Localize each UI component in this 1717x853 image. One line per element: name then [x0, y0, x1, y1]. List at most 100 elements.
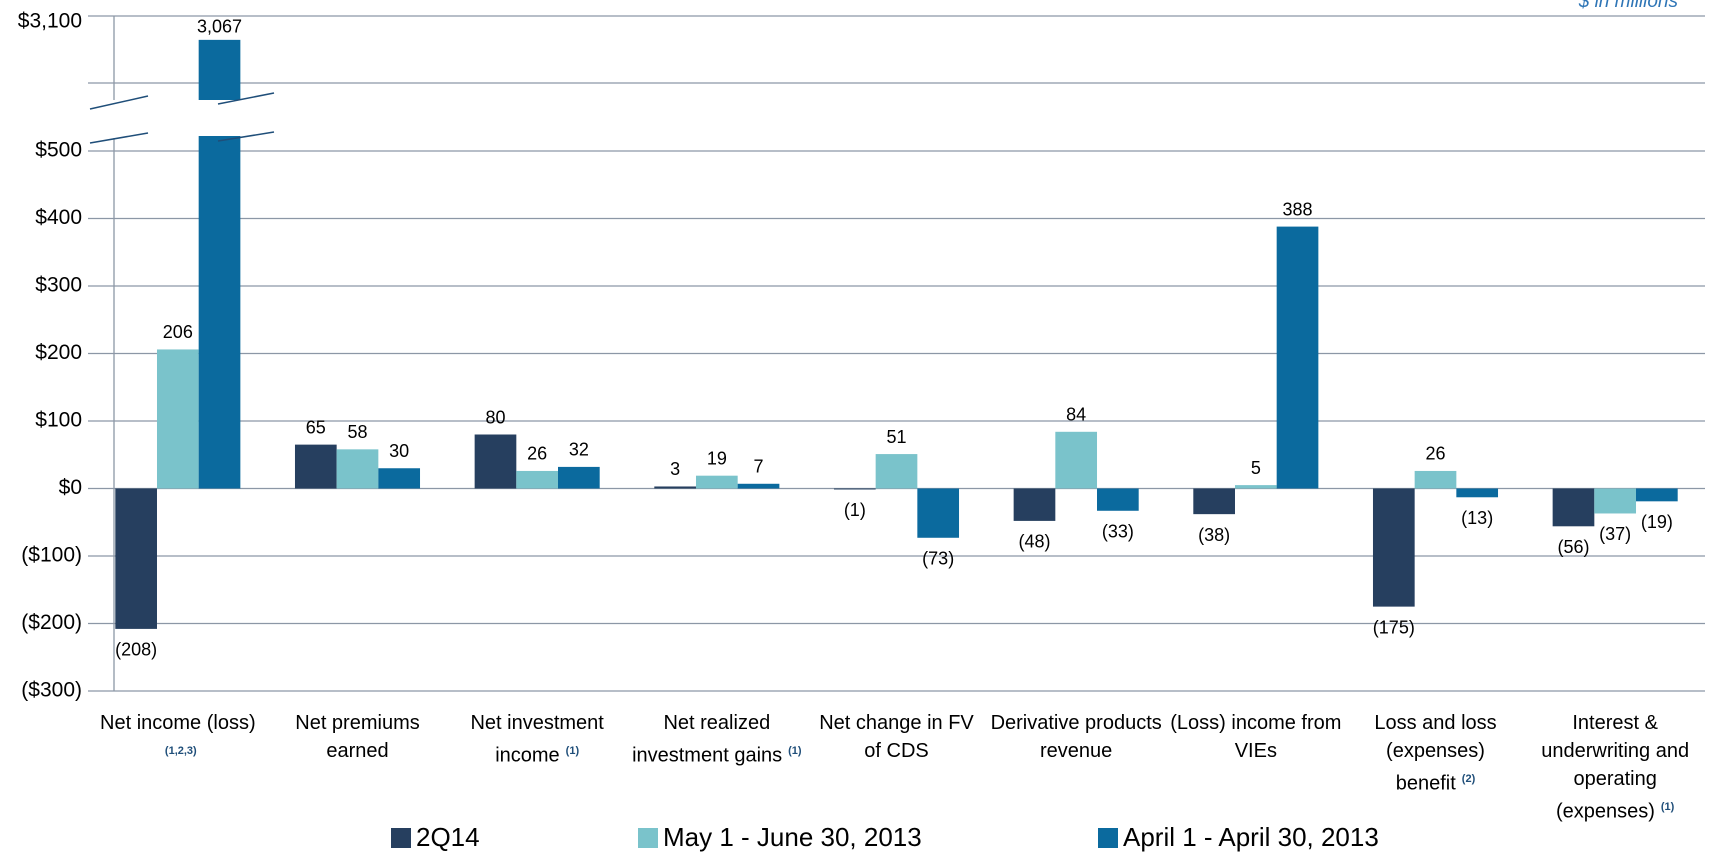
y-tick-label: $3,100 — [18, 10, 82, 33]
axis-break-mark — [217, 92, 275, 105]
bar — [737, 483, 780, 489]
bar — [1372, 488, 1415, 607]
bar — [1456, 488, 1499, 498]
footnote: (2) — [1461, 773, 1476, 785]
category-text: Net realized investment gains — [632, 712, 783, 767]
value-label: (33) — [1102, 522, 1134, 542]
category-text: Net premiums earned — [295, 712, 420, 762]
bar — [917, 488, 960, 538]
legend-swatch — [1098, 827, 1118, 848]
x-tick-label: Net change in FV of CDS — [809, 709, 985, 765]
bar — [378, 468, 421, 489]
value-label: 30 — [389, 441, 409, 461]
axis-break-mark — [217, 131, 275, 142]
legend-item: April 1 - April 30, 2013 — [1098, 822, 1379, 853]
x-tick-label: Interest & underwriting and operating (e… — [1527, 709, 1703, 826]
x-tick-label: Net income (loss) (1,2,3) — [90, 709, 266, 770]
category-text: (Loss) income from VIEs — [1170, 712, 1342, 762]
bar — [1234, 485, 1277, 489]
x-tick-label: Net premiums earned — [270, 709, 446, 765]
bar — [558, 466, 600, 489]
category-text: Net investment income — [470, 712, 604, 767]
y-tick-label: $300 — [35, 274, 82, 297]
value-label: (13) — [1461, 508, 1493, 528]
y-tick-label: $100 — [35, 409, 82, 432]
x-tick-label: Net realized investment gains (1) — [629, 709, 805, 770]
category-text: Loss and loss (expenses) benefit — [1374, 712, 1497, 795]
axis-break-mark — [89, 95, 149, 110]
bar — [156, 349, 199, 489]
y-tick-label: ($200) — [21, 611, 82, 634]
bar — [1552, 488, 1595, 527]
x-tick-label: (Loss) income from VIEs — [1168, 709, 1344, 765]
legend-label: 2Q14 — [416, 822, 480, 852]
bar — [833, 488, 876, 490]
bar — [1276, 226, 1319, 489]
value-label: (208) — [115, 640, 157, 660]
bar — [516, 470, 559, 489]
value-label: 206 — [163, 322, 193, 342]
y-tick-label: ($100) — [21, 544, 82, 567]
bar — [1414, 470, 1457, 489]
value-label: 388 — [1282, 199, 1312, 219]
y-tick-label: $0 — [59, 476, 82, 499]
category-text: Net change in FV of CDS — [819, 712, 974, 762]
legend-label: May 1 - June 30, 2013 — [663, 822, 922, 852]
axis-break — [80, 100, 280, 136]
bar — [198, 39, 241, 105]
bar — [1097, 488, 1139, 511]
axis-note: $ in millions — [1578, 0, 1679, 12]
legend-label: April 1 - April 30, 2013 — [1123, 822, 1379, 852]
value-label: 80 — [485, 407, 505, 427]
legend-item: May 1 - June 30, 2013 — [638, 822, 922, 853]
bar — [1013, 488, 1056, 521]
bar — [654, 486, 696, 489]
value-label: 32 — [569, 440, 589, 460]
value-label: 3 — [670, 459, 680, 479]
footnote: (1,2,3) — [164, 745, 197, 757]
x-tick-label: Loss and loss (expenses) benefit (2) — [1348, 709, 1524, 798]
bar — [1594, 488, 1637, 514]
bar — [115, 488, 157, 629]
value-label: 19 — [707, 448, 727, 468]
value-label: 26 — [527, 444, 547, 464]
legend-swatch — [391, 827, 411, 848]
bar — [875, 454, 918, 489]
value-label: 58 — [347, 422, 367, 442]
category-text: Interest & underwriting and operating (e… — [1541, 712, 1690, 823]
bar — [294, 444, 337, 489]
bar — [198, 130, 241, 489]
value-label: 7 — [754, 457, 764, 477]
value-label: (56) — [1557, 537, 1589, 557]
category-text: Net income (loss) — [100, 712, 256, 734]
value-label: 5 — [1251, 458, 1261, 478]
footnote: (1) — [788, 745, 802, 757]
value-label: 26 — [1425, 444, 1445, 464]
bar — [336, 449, 379, 489]
footnote: (1) — [565, 745, 580, 757]
value-label: (19) — [1641, 512, 1673, 532]
value-label: (37) — [1599, 524, 1631, 544]
value-label: 84 — [1066, 405, 1086, 425]
value-label: 65 — [306, 417, 326, 437]
y-tick-label: $400 — [35, 206, 82, 229]
axis-break-mark — [89, 132, 149, 144]
value-label: (38) — [1198, 525, 1230, 545]
x-tick-label: Net investment income (1) — [449, 709, 625, 770]
value-label: (73) — [922, 549, 954, 569]
value-label: 3,067 — [197, 17, 242, 37]
y-tick-label: $500 — [35, 139, 82, 162]
bar — [474, 434, 517, 489]
legend-item: 2Q14 — [391, 822, 480, 853]
bar — [1193, 488, 1235, 515]
bar — [1636, 488, 1678, 502]
legend-swatch — [638, 827, 658, 848]
bar — [1055, 431, 1098, 489]
value-label: 51 — [886, 427, 906, 447]
bar — [695, 475, 738, 489]
footnote: (1) — [1660, 801, 1675, 813]
category-text: Derivative products revenue — [990, 712, 1162, 762]
y-tick-label: $200 — [35, 341, 82, 364]
